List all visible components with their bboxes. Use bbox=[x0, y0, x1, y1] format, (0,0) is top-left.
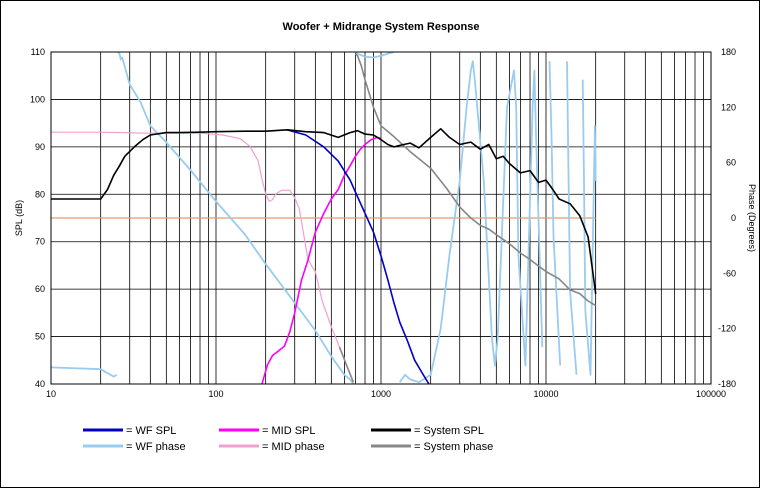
chart-title: Woofer + Midrange System Response bbox=[283, 21, 480, 33]
series-layer bbox=[51, 52, 597, 384]
x-tick-label: 100 bbox=[208, 389, 223, 399]
legend: = WF SPL = WF phase = MID SPL = MID phase = … bbox=[83, 425, 493, 453]
series-line-wf-spl bbox=[286, 129, 430, 384]
y-tick-label: 90 bbox=[35, 142, 45, 152]
y-tick-label: 70 bbox=[35, 237, 45, 247]
legend-label: = WF SPL bbox=[126, 425, 176, 437]
y2-tick-label: 120 bbox=[721, 102, 736, 112]
y2-tick-label: 0 bbox=[731, 213, 736, 223]
y2-tick-label: -60 bbox=[723, 268, 736, 278]
plot-border bbox=[50, 51, 712, 385]
x-tick-label: 10 bbox=[46, 389, 56, 399]
y-tick-label: 110 bbox=[31, 47, 45, 57]
series-line-wf-phase bbox=[51, 52, 597, 384]
y-tick-label: 60 bbox=[35, 284, 45, 294]
series-line-system-spl bbox=[51, 128, 597, 295]
tick-labels: 10 100 1000 10000 100000 40 50 60 70 80 90 100 110 -1… bbox=[30, 47, 736, 399]
legend-label: = MID phase bbox=[262, 441, 325, 453]
series-line-system-phase bbox=[338, 53, 597, 383]
legend-label: = MID SPL bbox=[262, 425, 316, 437]
y-tick-label: 100 bbox=[30, 94, 45, 104]
y-tick-label: 80 bbox=[35, 189, 45, 199]
y-tick-label: 50 bbox=[35, 332, 45, 342]
x-tick-label: 100000 bbox=[696, 389, 726, 399]
y-tick-label: 40 bbox=[35, 379, 45, 389]
x-tick-label: 1000 bbox=[371, 389, 391, 399]
y2-tick-label: 60 bbox=[726, 158, 736, 168]
legend-label: = WF phase bbox=[126, 441, 186, 453]
series-line-mid-spl bbox=[261, 136, 382, 384]
y2-tick-label: 180 bbox=[721, 47, 736, 57]
y2-tick-label: -120 bbox=[718, 324, 736, 334]
y2-axis-label: Phase (Degrees) bbox=[747, 184, 757, 252]
legend-label: = System SPL bbox=[414, 425, 484, 437]
x-tick-label: 10000 bbox=[533, 389, 558, 399]
y-axis-label: SPL (dB) bbox=[14, 200, 24, 236]
y2-tick-label: -180 bbox=[718, 379, 736, 389]
legend-label: = System phase bbox=[414, 441, 493, 453]
